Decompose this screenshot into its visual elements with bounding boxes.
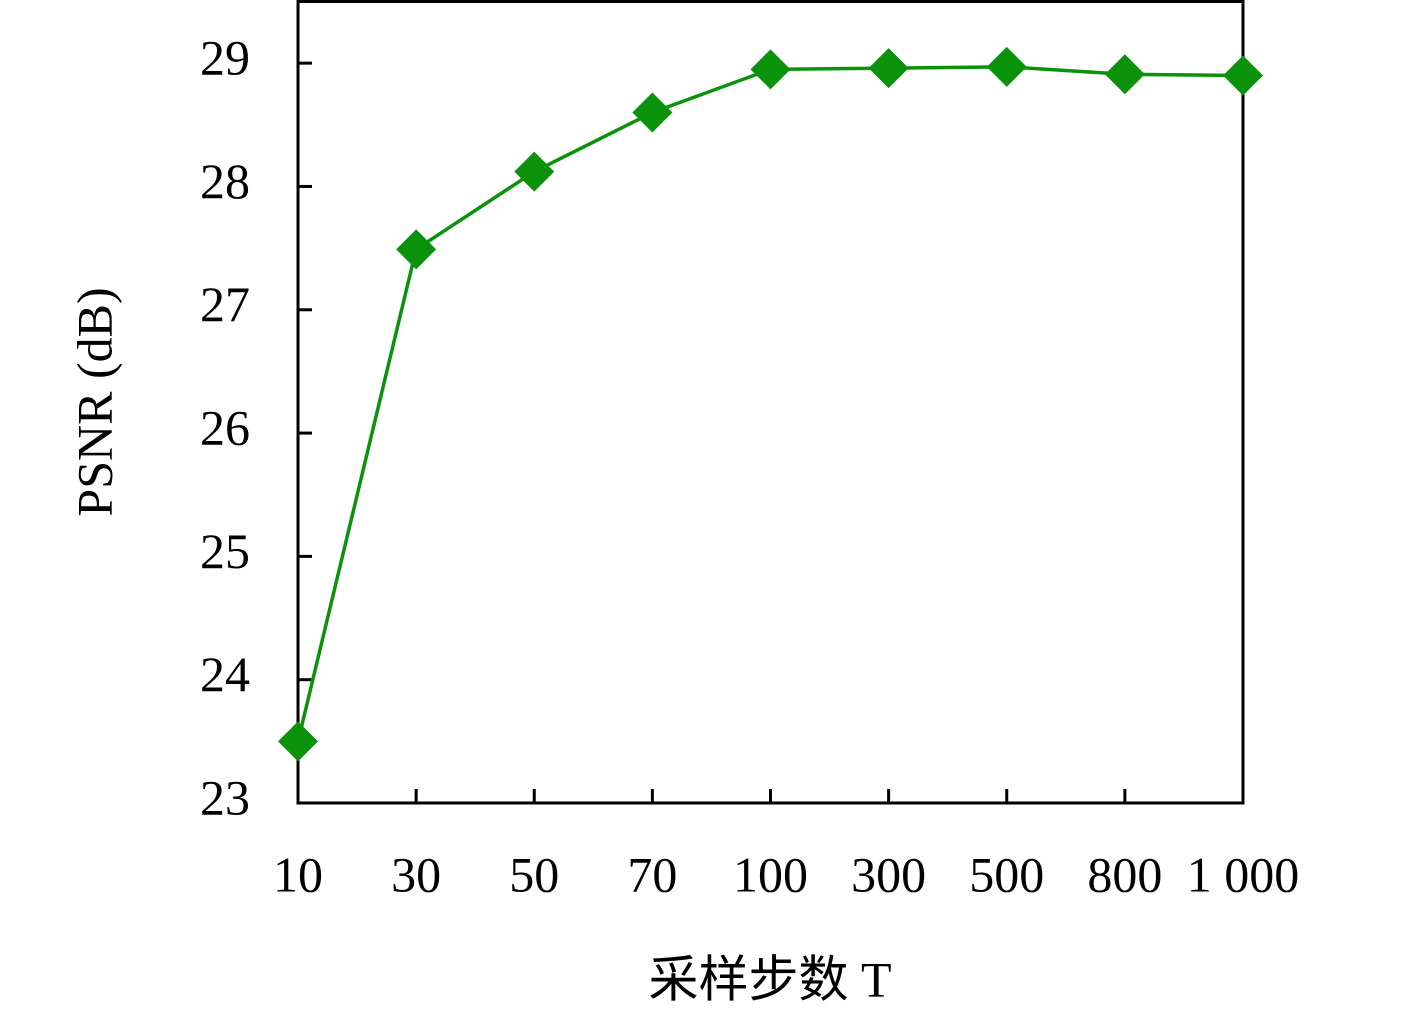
y-tick-label: 28 [200,153,250,209]
x-tick-label: 300 [851,846,926,902]
marker [514,151,555,192]
y-tick-label: 24 [200,646,250,702]
x-tick-label: 70 [627,846,677,902]
marker [986,46,1027,87]
marker [396,229,437,270]
y-tick-label: 25 [200,523,250,579]
marker [750,49,791,90]
y-tick-label: 26 [200,400,250,456]
y-tick-label: 27 [200,276,250,332]
plot-frame [296,0,1245,805]
marker [632,92,673,133]
x-tick-label: 30 [391,846,441,902]
x-tick-label: 500 [969,846,1044,902]
x-tick-label: 10 [273,846,323,902]
y-axis-label: PSNR (dB) [66,287,122,516]
x-tick-label: 800 [1087,846,1162,902]
x-axis-label: 采样步数 T [648,951,891,1007]
x-tick-label: 100 [733,846,808,902]
marker [1104,54,1145,95]
line [296,65,1244,742]
y-tick-label: 29 [200,30,250,86]
marker [1223,55,1263,96]
x-tick-label: 50 [509,846,559,902]
y-tick-label: 23 [200,769,250,825]
x-tick-label: 1 000 [1187,846,1300,902]
marker [868,48,909,89]
marker [278,721,318,762]
